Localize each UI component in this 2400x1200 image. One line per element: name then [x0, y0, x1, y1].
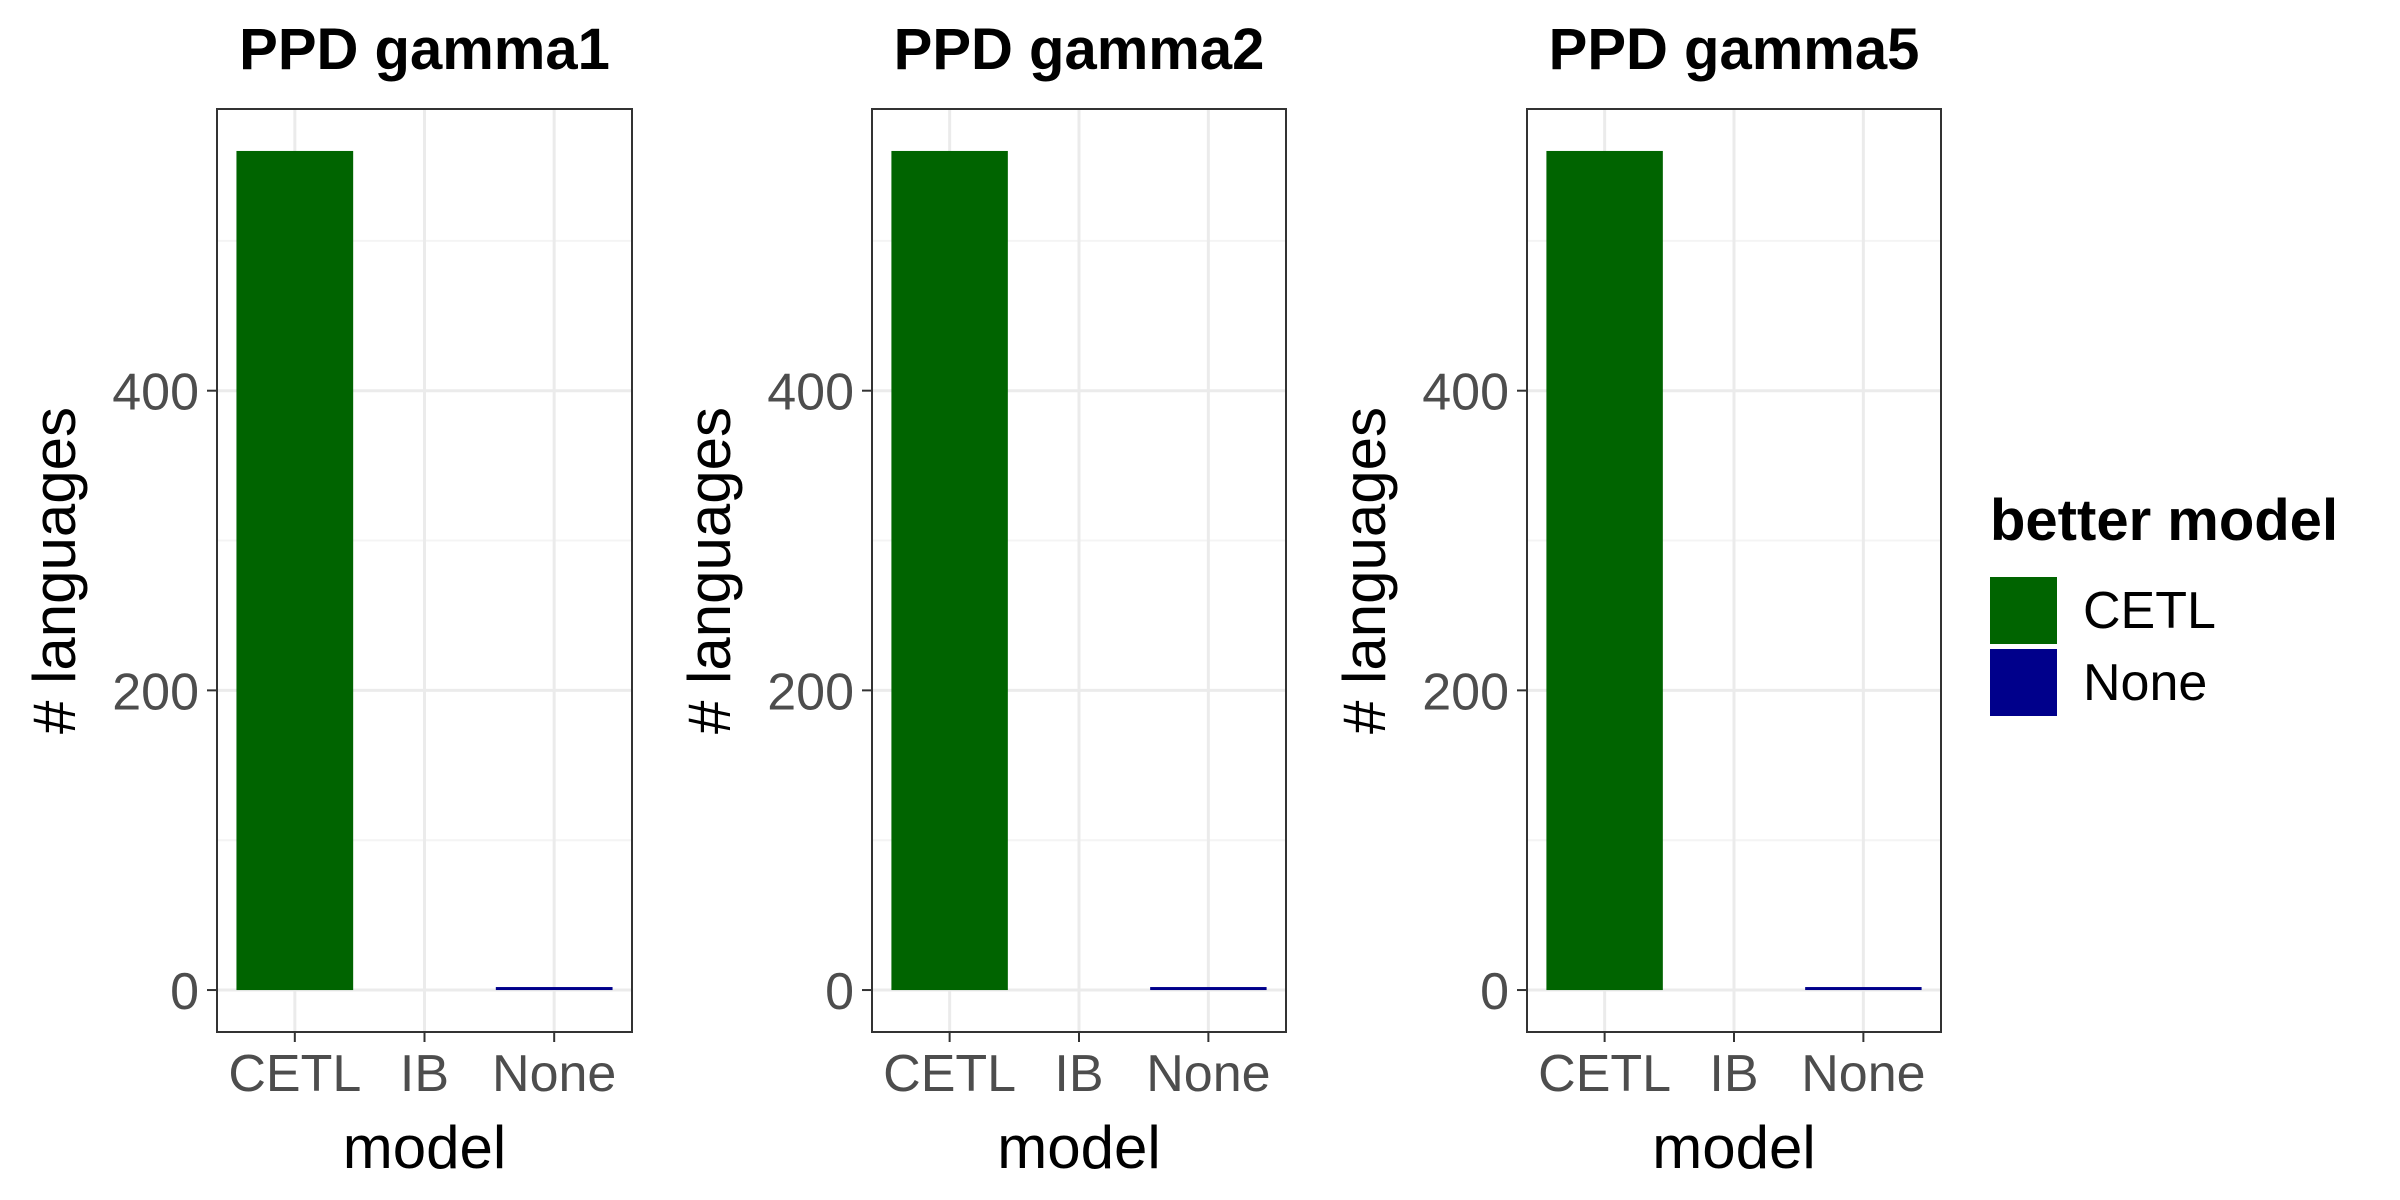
y-tick-label: 0	[825, 963, 854, 1021]
y-axis-title: # languages	[1331, 407, 1398, 734]
panel-title: PPD gamma1	[239, 17, 610, 82]
x-tick-label: None	[1146, 1045, 1270, 1103]
y-tick-label: 200	[767, 663, 854, 721]
y-tick-label: 400	[112, 364, 199, 422]
panel-3: 0 200 400 CETL IB None PPD gamma5 model # langua…	[1331, 17, 1942, 1181]
y-tick-label: 0	[170, 963, 199, 1021]
x-axis-title: model	[997, 1114, 1160, 1181]
legend-swatch-none	[1990, 649, 2057, 716]
panel-title: PPD gamma2	[894, 17, 1265, 82]
legend: better model CETL None	[1990, 488, 2338, 716]
y-tick-label: 400	[1422, 364, 1509, 422]
chart-panels: 0 200 400 CETL IB None PPD gamma1 model # langua…	[21, 17, 1942, 1181]
y-tick-label: 400	[767, 364, 854, 422]
y-tick-label: 200	[1422, 663, 1509, 721]
bar-none	[1150, 987, 1267, 991]
bar-cetl	[891, 150, 1008, 991]
x-axis-title: model	[343, 1114, 506, 1181]
panel-title: PPD gamma5	[1549, 17, 1920, 82]
bar-cetl	[236, 150, 354, 991]
y-axis-title: # languages	[21, 407, 88, 734]
x-tick-label: IB	[400, 1045, 449, 1103]
x-axis-title: model	[1652, 1114, 1815, 1181]
legend-swatch-cetl	[1990, 577, 2057, 644]
y-tick-label: 200	[112, 663, 199, 721]
legend-title: better model	[1990, 488, 2338, 553]
x-tick-label: CETL	[883, 1045, 1016, 1103]
x-tick-label: CETL	[228, 1045, 361, 1103]
y-axis-title: # languages	[676, 407, 743, 734]
panel-2: 0 200 400 CETL IB None PPD gamma2 model # langua…	[676, 17, 1287, 1181]
x-tick-label: None	[492, 1045, 616, 1103]
x-tick-label: IB	[1709, 1045, 1758, 1103]
bar-cetl	[1546, 150, 1663, 991]
x-tick-label: IB	[1054, 1045, 1103, 1103]
x-tick-label: CETL	[1538, 1045, 1671, 1103]
bar-none	[495, 987, 613, 991]
x-tick-label: None	[1801, 1045, 1925, 1103]
bar-none	[1805, 987, 1922, 991]
y-tick-label: 0	[1480, 963, 1509, 1021]
panel-1: 0 200 400 CETL IB None PPD gamma1 model # langua…	[21, 17, 633, 1181]
legend-label-none: None	[2083, 654, 2207, 712]
legend-label-cetl: CETL	[2083, 582, 2216, 640]
